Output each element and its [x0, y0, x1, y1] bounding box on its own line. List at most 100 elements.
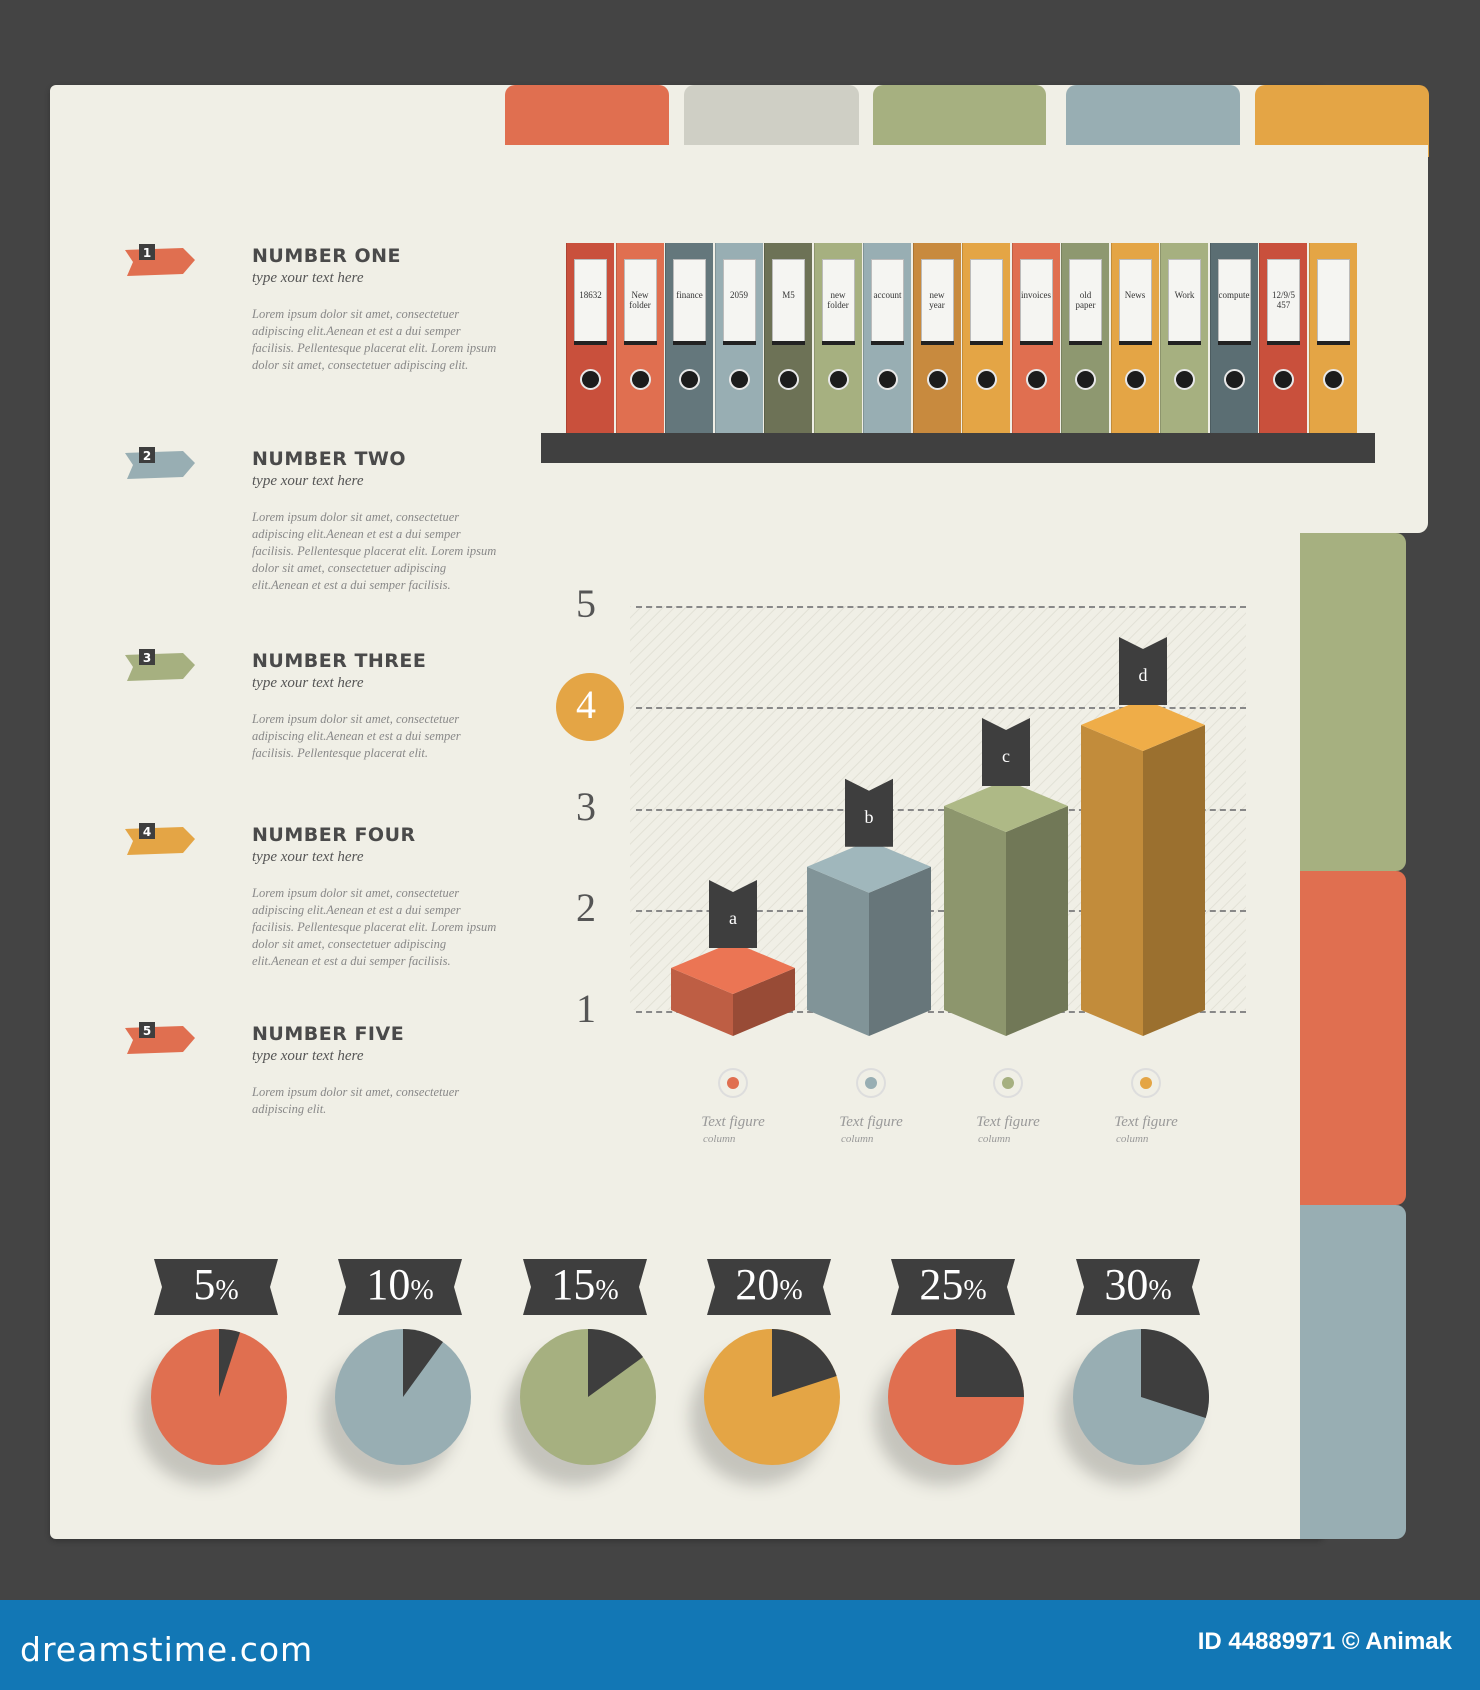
badge-1-icon: 1	[125, 244, 195, 276]
item-body: Lorem ipsum dolor sit amet, consectetuer…	[252, 307, 497, 372]
binder[interactable]: account	[863, 243, 911, 435]
footer-bar	[0, 1600, 1480, 1690]
badge-2-icon: 2	[125, 447, 195, 479]
x-label: Text figure	[1114, 1114, 1178, 1130]
side-tab-green[interactable]	[1300, 533, 1406, 871]
binder[interactable]: 18632	[566, 243, 614, 435]
binder-label: invoices	[1019, 259, 1053, 345]
gridline	[636, 808, 1246, 811]
binder[interactable]: News	[1110, 243, 1159, 435]
bar-flag-c: c	[982, 718, 1030, 786]
binder[interactable]: 12/9/5 457	[1259, 243, 1307, 435]
bar-category-label: a	[729, 908, 737, 928]
percent-unit: %	[779, 1275, 803, 1306]
x-label: Text figure	[976, 1114, 1040, 1130]
footer-brand[interactable]: dreamstime.com	[20, 1630, 314, 1669]
binder-label: computer	[1217, 259, 1251, 345]
legend-dot-color	[727, 1077, 739, 1089]
binder-ring-hole	[827, 369, 849, 390]
item-subtitle: type xour text here	[252, 473, 364, 489]
percent-value: 25	[919, 1260, 964, 1309]
legend-dot-color	[1140, 1077, 1152, 1089]
percent-unit: %	[1148, 1275, 1172, 1306]
gridline	[636, 1011, 1246, 1013]
binder-stripe	[871, 341, 904, 345]
binder[interactable]: 2059	[714, 243, 763, 435]
binder[interactable]: M5	[764, 243, 812, 435]
binder-label: 18632	[574, 259, 607, 345]
binder-stripe	[722, 341, 756, 345]
item-body: Lorem ipsum dolor sit amet, consectetuer…	[252, 886, 497, 968]
x-sublabel: column	[841, 1133, 874, 1145]
y-tick-label: 1	[576, 986, 596, 1031]
item-title: NUMBER FOUR	[252, 824, 416, 846]
svg-text:3: 3	[143, 651, 151, 665]
binder[interactable]	[962, 243, 1010, 435]
badge-3-icon: 3	[125, 649, 195, 681]
percent-unit: %	[215, 1275, 239, 1306]
percent-banner	[154, 1259, 278, 1315]
x-sublabel: column	[1116, 1133, 1149, 1145]
bar-d	[1081, 699, 1205, 1036]
binder-ring-hole	[728, 369, 750, 390]
binder-ring-hole	[1322, 369, 1344, 390]
y-tick-label: 2	[576, 884, 596, 930]
binder[interactable]: computer	[1209, 243, 1258, 435]
percent-label: 25%	[893, 1259, 1013, 1310]
side-tab-red[interactable]	[1300, 871, 1406, 1205]
side-tab-blue[interactable]	[1300, 1205, 1406, 1539]
x-label: Text figure	[839, 1114, 903, 1130]
pie-slice	[403, 1329, 443, 1397]
binder[interactable]: new year	[912, 243, 961, 435]
binder-ring-hole	[926, 369, 948, 390]
percent-label: 20%	[709, 1259, 829, 1310]
y-tick-label: 5	[576, 581, 596, 626]
pie-20	[690, 1329, 840, 1485]
binder[interactable]: invoices	[1011, 243, 1060, 435]
y-tick-label: 3	[576, 783, 596, 829]
binder-label: finance	[673, 259, 706, 345]
svg-text:1: 1	[143, 246, 151, 260]
binder[interactable]: New folder	[615, 243, 664, 435]
binder-label: 2059	[722, 259, 756, 345]
binder-ring-hole	[877, 369, 898, 390]
svg-text:5: 5	[143, 1024, 151, 1038]
pie-row	[137, 1329, 1209, 1485]
binder-stripe	[920, 341, 954, 345]
binder-stripe	[1168, 341, 1201, 345]
binder-stripe	[623, 341, 657, 345]
binder-stripe	[821, 341, 855, 345]
pie-slice	[219, 1329, 241, 1397]
binder-stripe	[1118, 341, 1152, 345]
percent-value: 15	[551, 1260, 596, 1309]
percent-label: 10%	[340, 1259, 460, 1310]
item-subtitle: type xour text here	[252, 849, 364, 865]
binder-ring-hole	[679, 369, 700, 390]
legend-dot	[1133, 1070, 1159, 1096]
percent-value: 5	[193, 1260, 216, 1309]
percent-unit: %	[410, 1275, 434, 1306]
bar-b	[807, 840, 931, 1036]
binder[interactable]: old paper	[1061, 243, 1109, 435]
binder[interactable]: Work	[1160, 243, 1208, 435]
gridline	[636, 606, 1246, 608]
bar-flag-b: b	[845, 778, 893, 847]
binder-ring-hole	[1124, 369, 1146, 390]
percent-label: 30%	[1078, 1259, 1198, 1310]
binder[interactable]: new folder	[813, 243, 862, 435]
binder-stripe	[1069, 341, 1102, 345]
pie-slice	[772, 1329, 837, 1397]
binder[interactable]: finance	[665, 243, 713, 435]
gridline	[636, 707, 1246, 710]
percent-value: 10	[366, 1260, 411, 1309]
x-sublabel: column	[703, 1133, 736, 1145]
binder-ring-hole	[1075, 369, 1096, 390]
pie-30	[1059, 1329, 1209, 1485]
badge-4-icon: 4	[125, 823, 195, 855]
pie-25	[874, 1329, 1024, 1485]
percent-unit: %	[963, 1275, 987, 1306]
binder[interactable]	[1308, 243, 1357, 435]
binder-ring-hole	[580, 369, 601, 390]
binder-stripe	[772, 341, 805, 345]
bar-category-label: b	[865, 807, 874, 827]
